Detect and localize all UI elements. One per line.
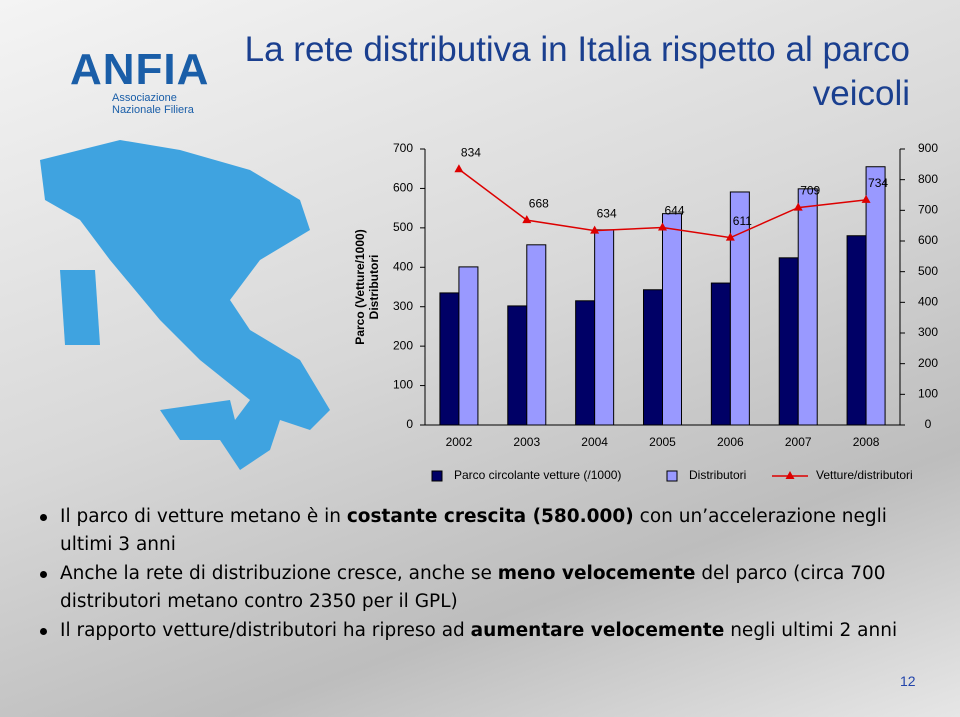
bar (507, 305, 528, 426)
y2-tick-label: 700 (918, 203, 938, 217)
bullet-text: Anche la rete di distribuzione cresce, a… (60, 563, 498, 584)
data-label: 834 (461, 145, 481, 159)
x-tick-label: 2004 (581, 435, 608, 449)
bar (797, 188, 818, 426)
bar (662, 213, 682, 426)
bullet: Il rapporto vetture/distributori ha ripr… (30, 617, 910, 645)
x-tick-label: 2008 (853, 435, 880, 449)
data-label: 634 (597, 207, 617, 221)
bar (439, 292, 460, 426)
y-tick-label: 200 (393, 338, 413, 352)
line-marker (658, 222, 667, 231)
data-label: 644 (664, 204, 684, 218)
line-marker (725, 232, 735, 241)
bar (526, 244, 547, 426)
line-marker (861, 194, 871, 203)
bar (458, 266, 479, 426)
legend-marker (785, 471, 795, 479)
data-label: 668 (529, 196, 549, 210)
bullet: Anche la rete di distribuzione cresce, a… (30, 560, 910, 615)
y2-tick-label: 0 (925, 417, 932, 431)
x-tick-label: 2002 (446, 435, 473, 449)
bullet-text: con un’accelerazione negli ultimi 3 anni (60, 506, 887, 555)
bar (575, 300, 596, 426)
y2-tick-label: 900 (918, 141, 938, 155)
y2-tick-label: 500 (918, 264, 938, 278)
logo-subtitle: Associazione Nazionale Filiera (112, 92, 194, 116)
bar (710, 282, 731, 426)
x-tick-label: 2003 (513, 435, 540, 449)
y2-tick-label: 800 (918, 172, 938, 186)
bar (846, 235, 867, 426)
bullet-text: del parco (circa 700 distributori metano… (60, 563, 886, 612)
y-axis-label: Parco (Vetture/1000) (353, 229, 367, 344)
y2-tick-label: 600 (918, 233, 938, 247)
bullet-text: Il parco di vetture metano è in (60, 506, 347, 527)
x-tick-label: 2007 (785, 435, 812, 449)
x-tick-label: 2005 (649, 435, 676, 449)
bar (729, 191, 750, 426)
data-label: 709 (800, 184, 820, 198)
italy-shape (40, 140, 330, 470)
map (40, 140, 330, 470)
y-tick-label: 100 (393, 378, 413, 392)
x-tick-label: 2006 (717, 435, 744, 449)
y2-tick-label: 200 (918, 356, 938, 370)
bullet-list: Il parco di vetture metano è in costante… (30, 503, 910, 647)
legend-swatch (666, 470, 678, 482)
legend-swatch (431, 470, 443, 482)
chart: 0 100 200 300 400 500 600 700 0 100 200 300 400 500 60… (353, 141, 938, 482)
bar (594, 229, 615, 426)
legend-label: Distributori (689, 468, 746, 482)
bullet-text: costante crescita (580.000) (346, 506, 634, 527)
bullet: Il parco di vetture metano è in costante… (30, 503, 910, 558)
bar (778, 257, 799, 426)
line-marker (522, 215, 532, 224)
y-tick-label: 400 (393, 259, 413, 273)
y2-tick-label: 100 (918, 387, 938, 401)
bullet-text: Il rapporto vetture/distributori ha ripr… (60, 620, 471, 641)
data-label: 734 (868, 176, 888, 190)
bullet-text: meno velocemente (497, 563, 696, 584)
y-tick-label: 700 (393, 141, 413, 155)
sardinia (60, 270, 100, 345)
data-label: 611 (733, 214, 752, 228)
bar (865, 166, 886, 426)
y2-tick-label: 400 (918, 295, 938, 309)
y2-tick-label: 300 (918, 325, 938, 339)
slide-title: La rete distributiva in Italia rispetto … (244, 30, 910, 113)
line-marker (793, 202, 803, 211)
bar (643, 289, 663, 426)
y-axis-label: Distributori (367, 255, 381, 320)
page-number: 12 (900, 673, 916, 689)
legend-label: Vetture/distributori (816, 468, 913, 482)
bullet-text: aumentare velocemente (470, 620, 725, 641)
bullet-text: negli ultimi 2 anni (724, 620, 898, 641)
sicily (160, 400, 240, 440)
y-tick-label: 300 (393, 299, 413, 313)
line-marker (590, 225, 600, 234)
y-tick-label: 600 (393, 181, 413, 195)
line-marker (454, 164, 464, 173)
y-tick-label: 500 (393, 220, 413, 234)
legend-label: Parco circolante vetture (/1000) (454, 468, 621, 482)
logo: ANFIA (70, 45, 210, 94)
y-tick-label: 0 (406, 417, 413, 431)
